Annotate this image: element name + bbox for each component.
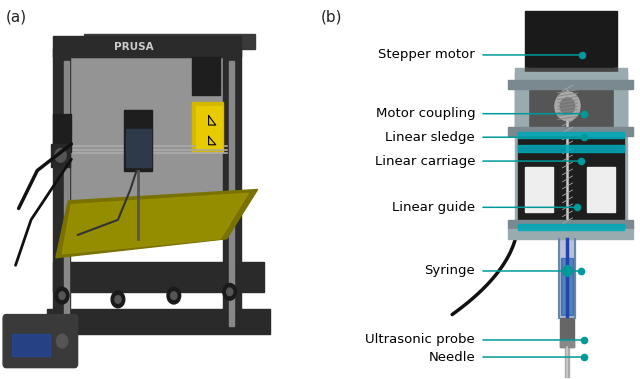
Circle shape [167, 287, 180, 304]
Text: (b): (b) [320, 9, 342, 25]
Bar [508, 229, 634, 239]
Bar [559, 239, 575, 318]
Bar [565, 345, 569, 377]
Text: Syringe: Syringe [424, 265, 475, 277]
Bar [12, 334, 50, 356]
Bar [125, 129, 150, 167]
Text: Stepper motor: Stepper motor [378, 49, 475, 61]
Bar [508, 80, 634, 89]
Circle shape [171, 292, 177, 299]
Text: Linear carriage: Linear carriage [374, 155, 475, 168]
Bar [84, 34, 255, 49]
Bar [560, 318, 575, 347]
Bar [51, 144, 70, 167]
Bar [124, 110, 152, 171]
Bar [196, 106, 222, 148]
Bar [508, 220, 634, 229]
Circle shape [55, 287, 69, 304]
Bar [68, 57, 239, 235]
Circle shape [56, 334, 68, 348]
Bar [515, 72, 627, 87]
Bar [12, 334, 50, 356]
Bar [588, 167, 615, 212]
Circle shape [223, 283, 237, 300]
Bar [518, 224, 623, 230]
Text: Linear guide: Linear guide [392, 201, 475, 214]
Bar [518, 145, 623, 152]
Bar [52, 36, 241, 57]
Text: Needle: Needle [428, 351, 475, 363]
Polygon shape [62, 193, 248, 254]
Circle shape [560, 98, 575, 114]
Circle shape [555, 92, 580, 121]
Bar [193, 57, 220, 95]
Bar [515, 68, 528, 227]
Bar [64, 61, 69, 326]
Bar [228, 61, 234, 326]
Circle shape [115, 296, 121, 303]
Bar [52, 49, 70, 334]
Bar [223, 45, 241, 311]
Text: Ultrasonic probe: Ultrasonic probe [365, 334, 475, 346]
Bar [47, 309, 270, 334]
Bar [525, 167, 553, 212]
Bar [193, 102, 223, 152]
Bar [52, 114, 72, 152]
Circle shape [563, 266, 572, 276]
Bar [52, 262, 264, 292]
Text: (a): (a) [6, 9, 28, 25]
Text: Motor coupling: Motor coupling [376, 107, 475, 120]
Bar [525, 68, 617, 76]
Bar [515, 83, 627, 129]
FancyBboxPatch shape [3, 315, 77, 368]
Text: Linear sledge: Linear sledge [385, 131, 475, 144]
Circle shape [227, 288, 233, 296]
Bar [518, 132, 623, 138]
Bar [561, 258, 573, 315]
Circle shape [55, 149, 66, 162]
Bar [518, 136, 623, 227]
Bar [560, 340, 575, 347]
Bar [614, 68, 627, 227]
Bar [525, 11, 617, 76]
Polygon shape [56, 190, 258, 258]
Circle shape [59, 292, 65, 299]
Bar [508, 127, 634, 136]
Text: PRUSA: PRUSA [114, 42, 154, 52]
Circle shape [111, 291, 125, 308]
